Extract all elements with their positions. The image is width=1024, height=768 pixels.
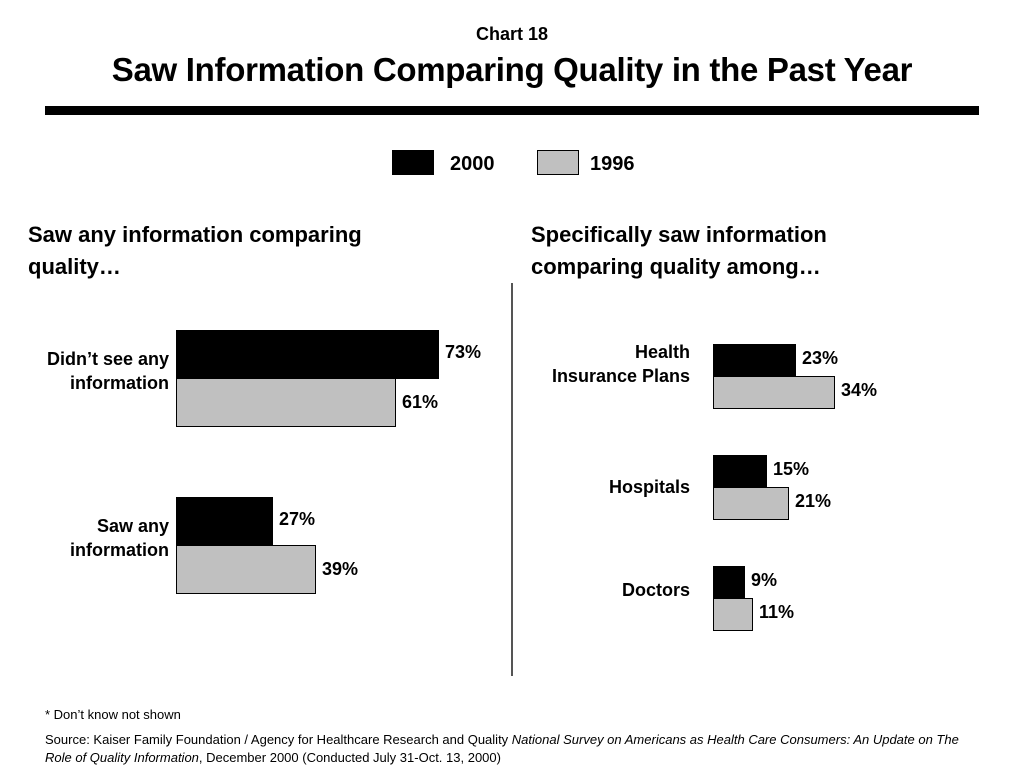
value-label-hospitals-1996: 21%	[795, 491, 832, 511]
legend-swatch-1996	[537, 150, 579, 175]
source-title: National Survey on Americans as Health C…	[45, 732, 959, 765]
value-label-doctors-2000: 9%	[751, 570, 778, 590]
legend-label-2000: 2000	[450, 153, 495, 175]
bar-health-insurance-plans-1996	[713, 376, 835, 409]
bar-doctors-1996	[713, 598, 753, 631]
value-label-doctors-1996: 11%	[759, 602, 795, 622]
page-title: Saw Information Comparing Quality in the…	[111, 51, 913, 88]
value-label-didn-t-see-any-information-2000: 73%	[445, 342, 482, 362]
legend-label-1996: 1996	[590, 153, 635, 175]
bar-health-insurance-plans-2000	[713, 344, 796, 377]
value-label-saw-any-information-2000: 27%	[279, 509, 316, 529]
footnote: * Don’t know not shown	[45, 707, 181, 722]
bar-saw-any-information-2000	[176, 497, 273, 546]
bar-saw-any-information-1996	[176, 545, 316, 594]
left-panel-heading: Saw any information comparing quality…	[28, 222, 362, 279]
right-panel-heading: Specifically saw information comparing q…	[531, 222, 827, 279]
category-label-hospitals: Hospitals	[608, 477, 690, 497]
chart-number: Chart 18	[475, 24, 549, 44]
value-label-hospitals-2000: 15%	[773, 459, 810, 479]
category-label-didn-t-see-any-information: Didn’t see any information	[46, 349, 169, 393]
source-text: Source: Kaiser Family Foundation / Agenc…	[45, 732, 512, 747]
bar-hospitals-1996	[713, 487, 789, 520]
category-label-health-insurance-plans: Health Insurance Plans	[551, 342, 690, 386]
legend-swatch-2000	[392, 150, 434, 175]
source-note: Source: Kaiser Family Foundation / Agenc…	[45, 731, 975, 767]
value-label-didn-t-see-any-information-1996: 61%	[402, 392, 439, 412]
value-label-health-insurance-plans-2000: 23%	[802, 348, 839, 368]
category-label-saw-any-information: Saw any information	[70, 516, 169, 560]
source-date: , December 2000 (Conducted July 31-Oct. …	[198, 750, 501, 765]
title-divider	[45, 106, 979, 115]
value-label-health-insurance-plans-1996: 34%	[841, 380, 878, 400]
category-label-doctors: Doctors	[621, 580, 690, 600]
bar-didn-t-see-any-information-1996	[176, 378, 396, 427]
panel-divider	[511, 283, 513, 676]
value-label-saw-any-information-1996: 39%	[322, 559, 359, 579]
bar-didn-t-see-any-information-2000	[176, 330, 439, 379]
bar-hospitals-2000	[713, 455, 767, 488]
bar-doctors-2000	[713, 566, 745, 599]
